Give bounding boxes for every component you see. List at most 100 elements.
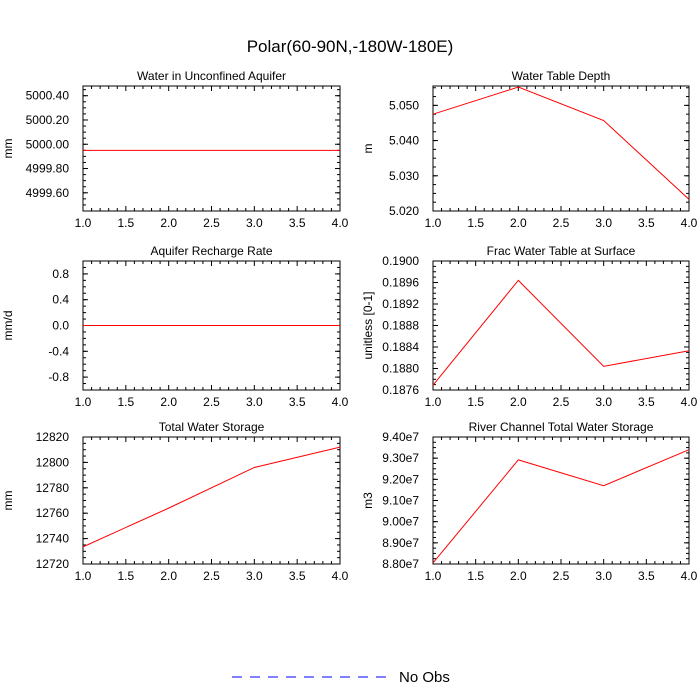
panel-title: Total Water Storage bbox=[159, 420, 265, 434]
plot-frame bbox=[432, 260, 690, 391]
x-tick-label: 1.0 bbox=[75, 569, 92, 583]
x-tick-label: 4.0 bbox=[332, 569, 349, 583]
panel-title: River Channel Total Water Storage bbox=[469, 420, 654, 434]
x-tick-label: 2.5 bbox=[553, 569, 570, 583]
y-tick-label: 9.00e7 bbox=[382, 515, 419, 529]
x-tick-label: 2.5 bbox=[203, 569, 220, 583]
x-tick-label: 3.5 bbox=[638, 569, 655, 583]
x-tick-label: 2.0 bbox=[160, 395, 177, 409]
x-tick-label: 2.0 bbox=[510, 395, 527, 409]
x-tick-label: 3.0 bbox=[246, 395, 263, 409]
x-tick-label: 1.0 bbox=[75, 395, 92, 409]
x-tick-label: 3.0 bbox=[246, 216, 263, 230]
x-tick-label: 1.0 bbox=[425, 395, 442, 409]
y-tick-label: 5000.20 bbox=[26, 113, 70, 127]
series-line-1850_133 bbox=[432, 86, 690, 200]
x-tick-label: 3.0 bbox=[595, 395, 612, 409]
y-tick-label: 0.4 bbox=[52, 293, 69, 307]
x-tick-label: 2.5 bbox=[203, 395, 220, 409]
panels: Water in Unconfined Aquifer 1.0 1.5 2.0 2.5 3… bbox=[1, 69, 698, 583]
panel-2: Water Table Depth 1.0 1.5 2.0 2.5 3.0 3.5 4.0 5.… bbox=[361, 69, 698, 230]
x-tick-label: 3.0 bbox=[595, 569, 612, 583]
panel-5: Total Water Storage 1.0 1.5 2.0 2.5 3.0 3.5 4.0… bbox=[1, 420, 349, 583]
y-tick-label: 9.20e7 bbox=[382, 472, 419, 486]
y-tick-label: 0.0 bbox=[52, 319, 69, 333]
x-tick-label: 1.5 bbox=[117, 569, 134, 583]
y-tick-label: 9.10e7 bbox=[382, 494, 419, 508]
x-tick-label: 3.5 bbox=[638, 216, 655, 230]
x-tick-label: 3.0 bbox=[246, 569, 263, 583]
y-tick-label: -0.4 bbox=[48, 344, 69, 358]
y-tick-label: 0.1900 bbox=[382, 254, 419, 268]
y-axis-label: mm bbox=[1, 139, 15, 159]
series-line-1850_133 bbox=[432, 449, 690, 564]
x-tick-label: 3.5 bbox=[289, 569, 306, 583]
x-tick-label: 2.5 bbox=[553, 395, 570, 409]
x-tick-label: 1.5 bbox=[117, 216, 134, 230]
x-tick-label: 1.5 bbox=[117, 395, 134, 409]
y-tick-label: 12780 bbox=[36, 481, 70, 495]
y-tick-label: 0.1892 bbox=[382, 297, 419, 311]
x-tick-label: 3.0 bbox=[595, 216, 612, 230]
plot-frame bbox=[82, 85, 341, 212]
legend-label-no-obs: No Obs bbox=[399, 669, 450, 686]
panel-title: Aquifer Recharge Rate bbox=[150, 244, 272, 258]
panel-title: Water in Unconfined Aquifer bbox=[137, 69, 286, 83]
x-tick-label: 1.0 bbox=[425, 569, 442, 583]
y-axis-label: mm bbox=[1, 491, 15, 511]
y-axis-label: m3 bbox=[361, 492, 375, 509]
x-tick-label: 2.0 bbox=[510, 216, 527, 230]
x-tick-label: 2.0 bbox=[510, 569, 527, 583]
panel-title: Water Table Depth bbox=[512, 69, 611, 83]
y-tick-label: 5000.40 bbox=[26, 89, 70, 103]
x-tick-label: 4.0 bbox=[681, 395, 698, 409]
y-tick-label: 0.1896 bbox=[382, 276, 419, 290]
y-tick-label: 0.1888 bbox=[382, 319, 419, 333]
x-tick-label: 3.5 bbox=[638, 395, 655, 409]
series-line-1850_133 bbox=[432, 279, 690, 386]
y-tick-label: 4999.60 bbox=[26, 186, 70, 200]
y-tick-label: 4999.80 bbox=[26, 162, 70, 176]
plot-frame bbox=[432, 436, 690, 565]
y-tick-label: 8.80e7 bbox=[382, 557, 419, 571]
y-tick-label: 12800 bbox=[36, 455, 70, 469]
y-tick-label: 9.40e7 bbox=[382, 430, 419, 444]
x-tick-label: 2.5 bbox=[553, 216, 570, 230]
x-tick-label: 4.0 bbox=[681, 569, 698, 583]
y-tick-label: 12720 bbox=[36, 557, 70, 571]
x-tick-label: 3.5 bbox=[289, 395, 306, 409]
y-axis-label: unitless [0-1] bbox=[361, 291, 375, 359]
x-tick-label: 4.0 bbox=[332, 216, 349, 230]
y-tick-label: 0.8 bbox=[52, 267, 69, 281]
y-tick-label: 0.1880 bbox=[382, 362, 419, 376]
x-tick-label: 1.5 bbox=[467, 216, 484, 230]
y-tick-label: 5000.00 bbox=[26, 137, 70, 151]
y-tick-label: 5.030 bbox=[389, 169, 419, 183]
y-axis-label: mm/d bbox=[1, 311, 15, 341]
x-tick-label: 2.0 bbox=[160, 569, 177, 583]
y-tick-label: 8.90e7 bbox=[382, 536, 419, 550]
x-tick-label: 3.5 bbox=[289, 216, 306, 230]
y-tick-label: 12740 bbox=[36, 532, 70, 546]
y-tick-label: 12760 bbox=[36, 506, 70, 520]
x-tick-label: 1.5 bbox=[467, 395, 484, 409]
x-tick-label: 4.0 bbox=[332, 395, 349, 409]
panel-6: River Channel Total Water Storage 1.0 1.5 2… bbox=[361, 420, 698, 583]
y-tick-label: -0.8 bbox=[48, 370, 69, 384]
panel-4: Frac Water Table at Surface 1.0 1.5 2.0 2.5 3… bbox=[361, 244, 698, 409]
legend: No Obs 1850_133 bbox=[232, 669, 450, 686]
panel-1: Water in Unconfined Aquifer 1.0 1.5 2.0 2.5 3… bbox=[1, 69, 349, 230]
y-tick-label: 9.30e7 bbox=[382, 451, 419, 465]
series-line-1850_133 bbox=[82, 446, 341, 548]
x-tick-label: 1.0 bbox=[75, 216, 92, 230]
y-axis-label: m bbox=[361, 144, 375, 154]
x-tick-label: 1.5 bbox=[467, 569, 484, 583]
y-tick-label: 5.040 bbox=[389, 134, 419, 148]
y-tick-label: 0.1884 bbox=[382, 340, 419, 354]
figure-title: Polar(60-90N,-180W-180E) bbox=[247, 37, 454, 56]
y-tick-label: 5.020 bbox=[389, 204, 419, 218]
x-tick-label: 2.5 bbox=[203, 216, 220, 230]
y-tick-label: 12820 bbox=[36, 430, 70, 444]
panel-title: Frac Water Table at Surface bbox=[487, 244, 636, 258]
